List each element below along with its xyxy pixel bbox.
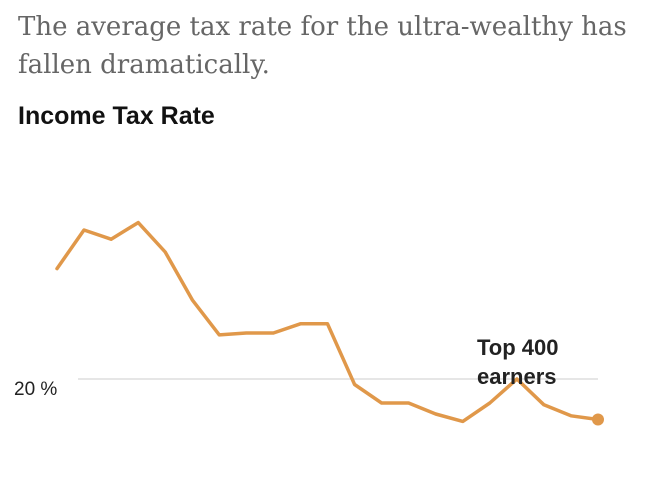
series-endpoint-dot [592,413,604,426]
chart-title: Income Tax Rate [18,102,215,130]
annotation-top-400: Top 400 [477,335,559,360]
series-line-0 [55,220,600,424]
series-layer [55,220,604,426]
annotation-earners: earners [477,364,557,389]
y-tick-label-20: 20 % [14,379,57,400]
headline: The average tax rate for the ultra-wealt… [18,12,627,80]
